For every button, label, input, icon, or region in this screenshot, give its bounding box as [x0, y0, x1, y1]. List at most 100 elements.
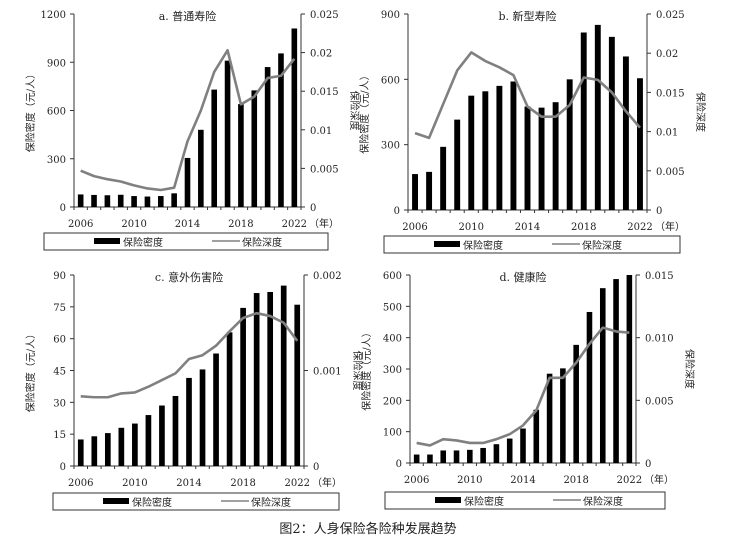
bar-2007 [91, 436, 98, 466]
bar-2014 [186, 377, 192, 466]
bar-2015 [533, 409, 540, 463]
legend-box [384, 491, 666, 510]
figure-caption: 图2：人身保险各险种发展趋势 [279, 521, 456, 537]
bar-2012 [493, 444, 500, 463]
x-tick-label: 2010 [459, 222, 484, 233]
x-unit-label: （年） [312, 476, 342, 489]
bar-2022 [294, 304, 301, 466]
x-tick-label: 2006 [68, 219, 93, 230]
left-tick-label: 60 [53, 335, 66, 346]
left-tick-label: 500 [383, 302, 402, 313]
x-tick-label: 2018 [571, 222, 596, 233]
x-tick-label: 2018 [230, 478, 255, 489]
x-tick-label: 2018 [563, 475, 588, 486]
left-tick-label: 600 [47, 107, 66, 118]
right-tick-label: 0.01 [656, 128, 678, 139]
right-tick-label: 0.005 [310, 164, 339, 175]
right-tick-label: 0.005 [645, 396, 674, 407]
legend-box [52, 492, 340, 511]
bar-2011 [145, 415, 152, 466]
bar-2006 [412, 174, 418, 210]
x-unit-label: （年） [655, 220, 685, 233]
bar-2011 [482, 91, 489, 210]
bar-2022 [291, 28, 298, 207]
bar-2012 [157, 196, 164, 207]
x-tick-label: 2022 [282, 219, 307, 230]
bar-2009 [118, 427, 125, 466]
panel-title: a. 普通寿险 [159, 9, 217, 23]
x-unit-label: （年） [644, 473, 674, 486]
bar-2018 [580, 32, 587, 211]
right-tick-label: 0 [656, 206, 662, 217]
right-tick-label: 0.02 [656, 49, 678, 60]
bar-2016 [546, 373, 553, 463]
left-tick-label: 300 [383, 365, 402, 376]
bar-2019 [594, 24, 601, 211]
x-tick-label: 2022 [617, 475, 642, 486]
x-tick-label: 2014 [510, 475, 535, 486]
legend-bar-swatch [435, 497, 461, 503]
bar-2020 [608, 36, 615, 210]
legend-bar-swatch [103, 498, 129, 504]
bar-2011 [480, 447, 486, 463]
bar-2021 [613, 279, 619, 463]
bar-2019 [253, 293, 260, 466]
bar-2010 [132, 423, 138, 466]
bar-2007 [427, 454, 433, 463]
x-tick-label: 2010 [121, 219, 146, 230]
bar-2020 [264, 67, 271, 207]
left-tick-label: 0 [60, 462, 66, 473]
bar-2017 [226, 332, 233, 466]
x-tick-label: 2014 [176, 478, 201, 489]
left-tick-label: 600 [381, 75, 400, 86]
bar-2021 [278, 53, 284, 207]
right-tick-label: 0 [313, 462, 319, 473]
right-tick-label: 0.005 [656, 167, 685, 178]
panel-title: c. 意外伤害险 [155, 270, 223, 284]
bar-2013 [510, 81, 517, 210]
bar-2015 [198, 129, 204, 207]
legend-box [383, 235, 681, 254]
right-tick-label: 0.02 [310, 49, 332, 60]
left-tick-label: 100 [383, 428, 402, 439]
legend: 保险密度 保险深度 [52, 492, 340, 511]
left-tick-label: 300 [47, 155, 66, 166]
right-axis-label: 保险深度 [351, 351, 364, 391]
bar-2014 [524, 106, 531, 210]
left-tick-label: 300 [381, 141, 400, 152]
bar-2007 [426, 171, 433, 210]
bar-2012 [159, 405, 165, 466]
bar-2019 [586, 311, 593, 463]
legend: 保险密度 保险深度 [384, 491, 666, 510]
bar-2013 [506, 438, 513, 463]
bar-2016 [213, 353, 219, 466]
legend-label-density: 保险密度 [464, 495, 504, 508]
right-axis-label: 保险深度 [348, 91, 361, 131]
left-tick-label: 900 [47, 58, 66, 69]
x-tick-label: 2006 [68, 478, 93, 489]
bar-2008 [104, 433, 111, 466]
x-tick-label: 2010 [122, 478, 147, 489]
legend-box [43, 232, 329, 251]
bar-2006 [413, 454, 420, 463]
legend: 保险密度 保险深度 [43, 232, 329, 251]
legend-bar-swatch [94, 238, 120, 244]
legend-label-depth: 保险深度 [582, 239, 622, 252]
bar-2014 [184, 157, 191, 207]
legend-label-density: 保险密度 [123, 236, 163, 249]
right-tick-label: 0.002 [313, 271, 342, 282]
right-tick-label: 0.01 [310, 126, 332, 137]
bar-2008 [440, 146, 447, 210]
panel-b: 0 300 600 900 0 0.005 0.01 0.015 0.02 0.025 2006 20… [358, 9, 707, 254]
bar-2009 [453, 450, 460, 463]
x-tick-label: 2018 [228, 219, 253, 230]
bar-2013 [172, 395, 179, 466]
left-tick-label: 90 [53, 271, 66, 282]
legend-label-depth: 保险深度 [583, 495, 623, 508]
bar-2016 [211, 89, 218, 207]
left-axis-label: 保险密度（元/人） [358, 70, 371, 153]
left-tick-label: 0 [396, 459, 402, 470]
bar-2010 [467, 449, 473, 463]
right-tick-label: 0.025 [310, 10, 339, 21]
